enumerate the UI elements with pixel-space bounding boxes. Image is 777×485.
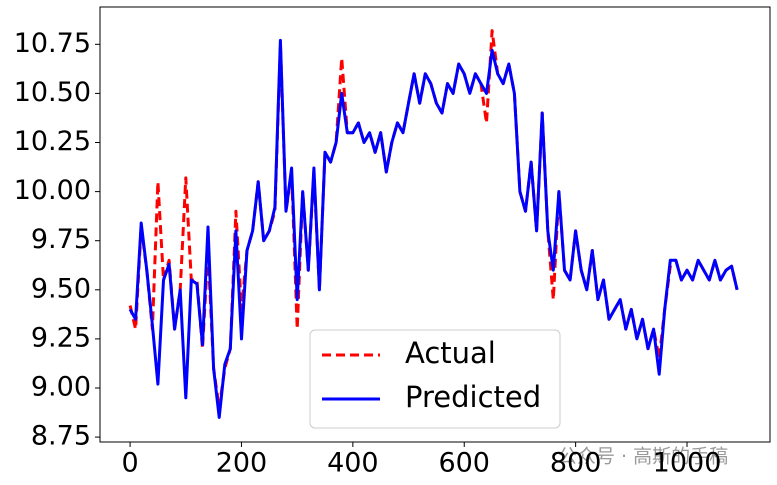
y-tick-label: 10.25 — [14, 126, 91, 157]
y-tick-label: 10.50 — [14, 77, 91, 108]
x-tick-label: 400 — [327, 448, 379, 479]
series-line — [128, 38, 739, 419]
x-tick-label: 600 — [438, 448, 490, 479]
x-tick-label: 1000 — [653, 448, 722, 479]
y-tick-label: 9.25 — [31, 322, 91, 353]
legend-label: Predicted — [405, 380, 541, 414]
y-tick-label: 8.75 — [31, 421, 91, 452]
y-tick-label: 9.75 — [31, 224, 91, 255]
x-tick-label: 0 — [121, 448, 138, 479]
legend-label: Actual — [405, 336, 496, 370]
plot-frame — [99, 6, 771, 443]
y-tick-label: 10.75 — [14, 28, 91, 59]
watermark: 公众号 · 高斯的手稿 — [558, 446, 728, 468]
y-tick-label: 9.50 — [31, 273, 91, 304]
y-tick-label: 9.00 — [31, 371, 91, 402]
x-tick-label: 800 — [550, 448, 602, 479]
y-tick-label: 10.00 — [14, 175, 91, 206]
x-tick-label: 200 — [216, 448, 268, 479]
